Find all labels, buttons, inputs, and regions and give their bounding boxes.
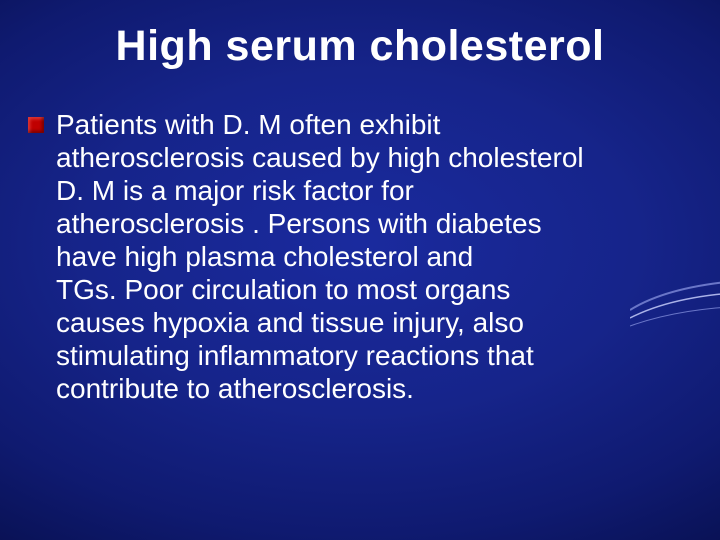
slide: High serum cholesterol Patients with D. … — [0, 0, 720, 540]
bullet-row: Patients with D. M often exhibit atheros… — [28, 108, 628, 405]
slide-title: High serum cholesterol — [0, 22, 720, 71]
slide-body-text: Patients with D. M often exhibit atheros… — [56, 108, 584, 405]
bullet-square-icon — [28, 117, 44, 133]
swoosh-decoration-icon — [630, 280, 720, 340]
